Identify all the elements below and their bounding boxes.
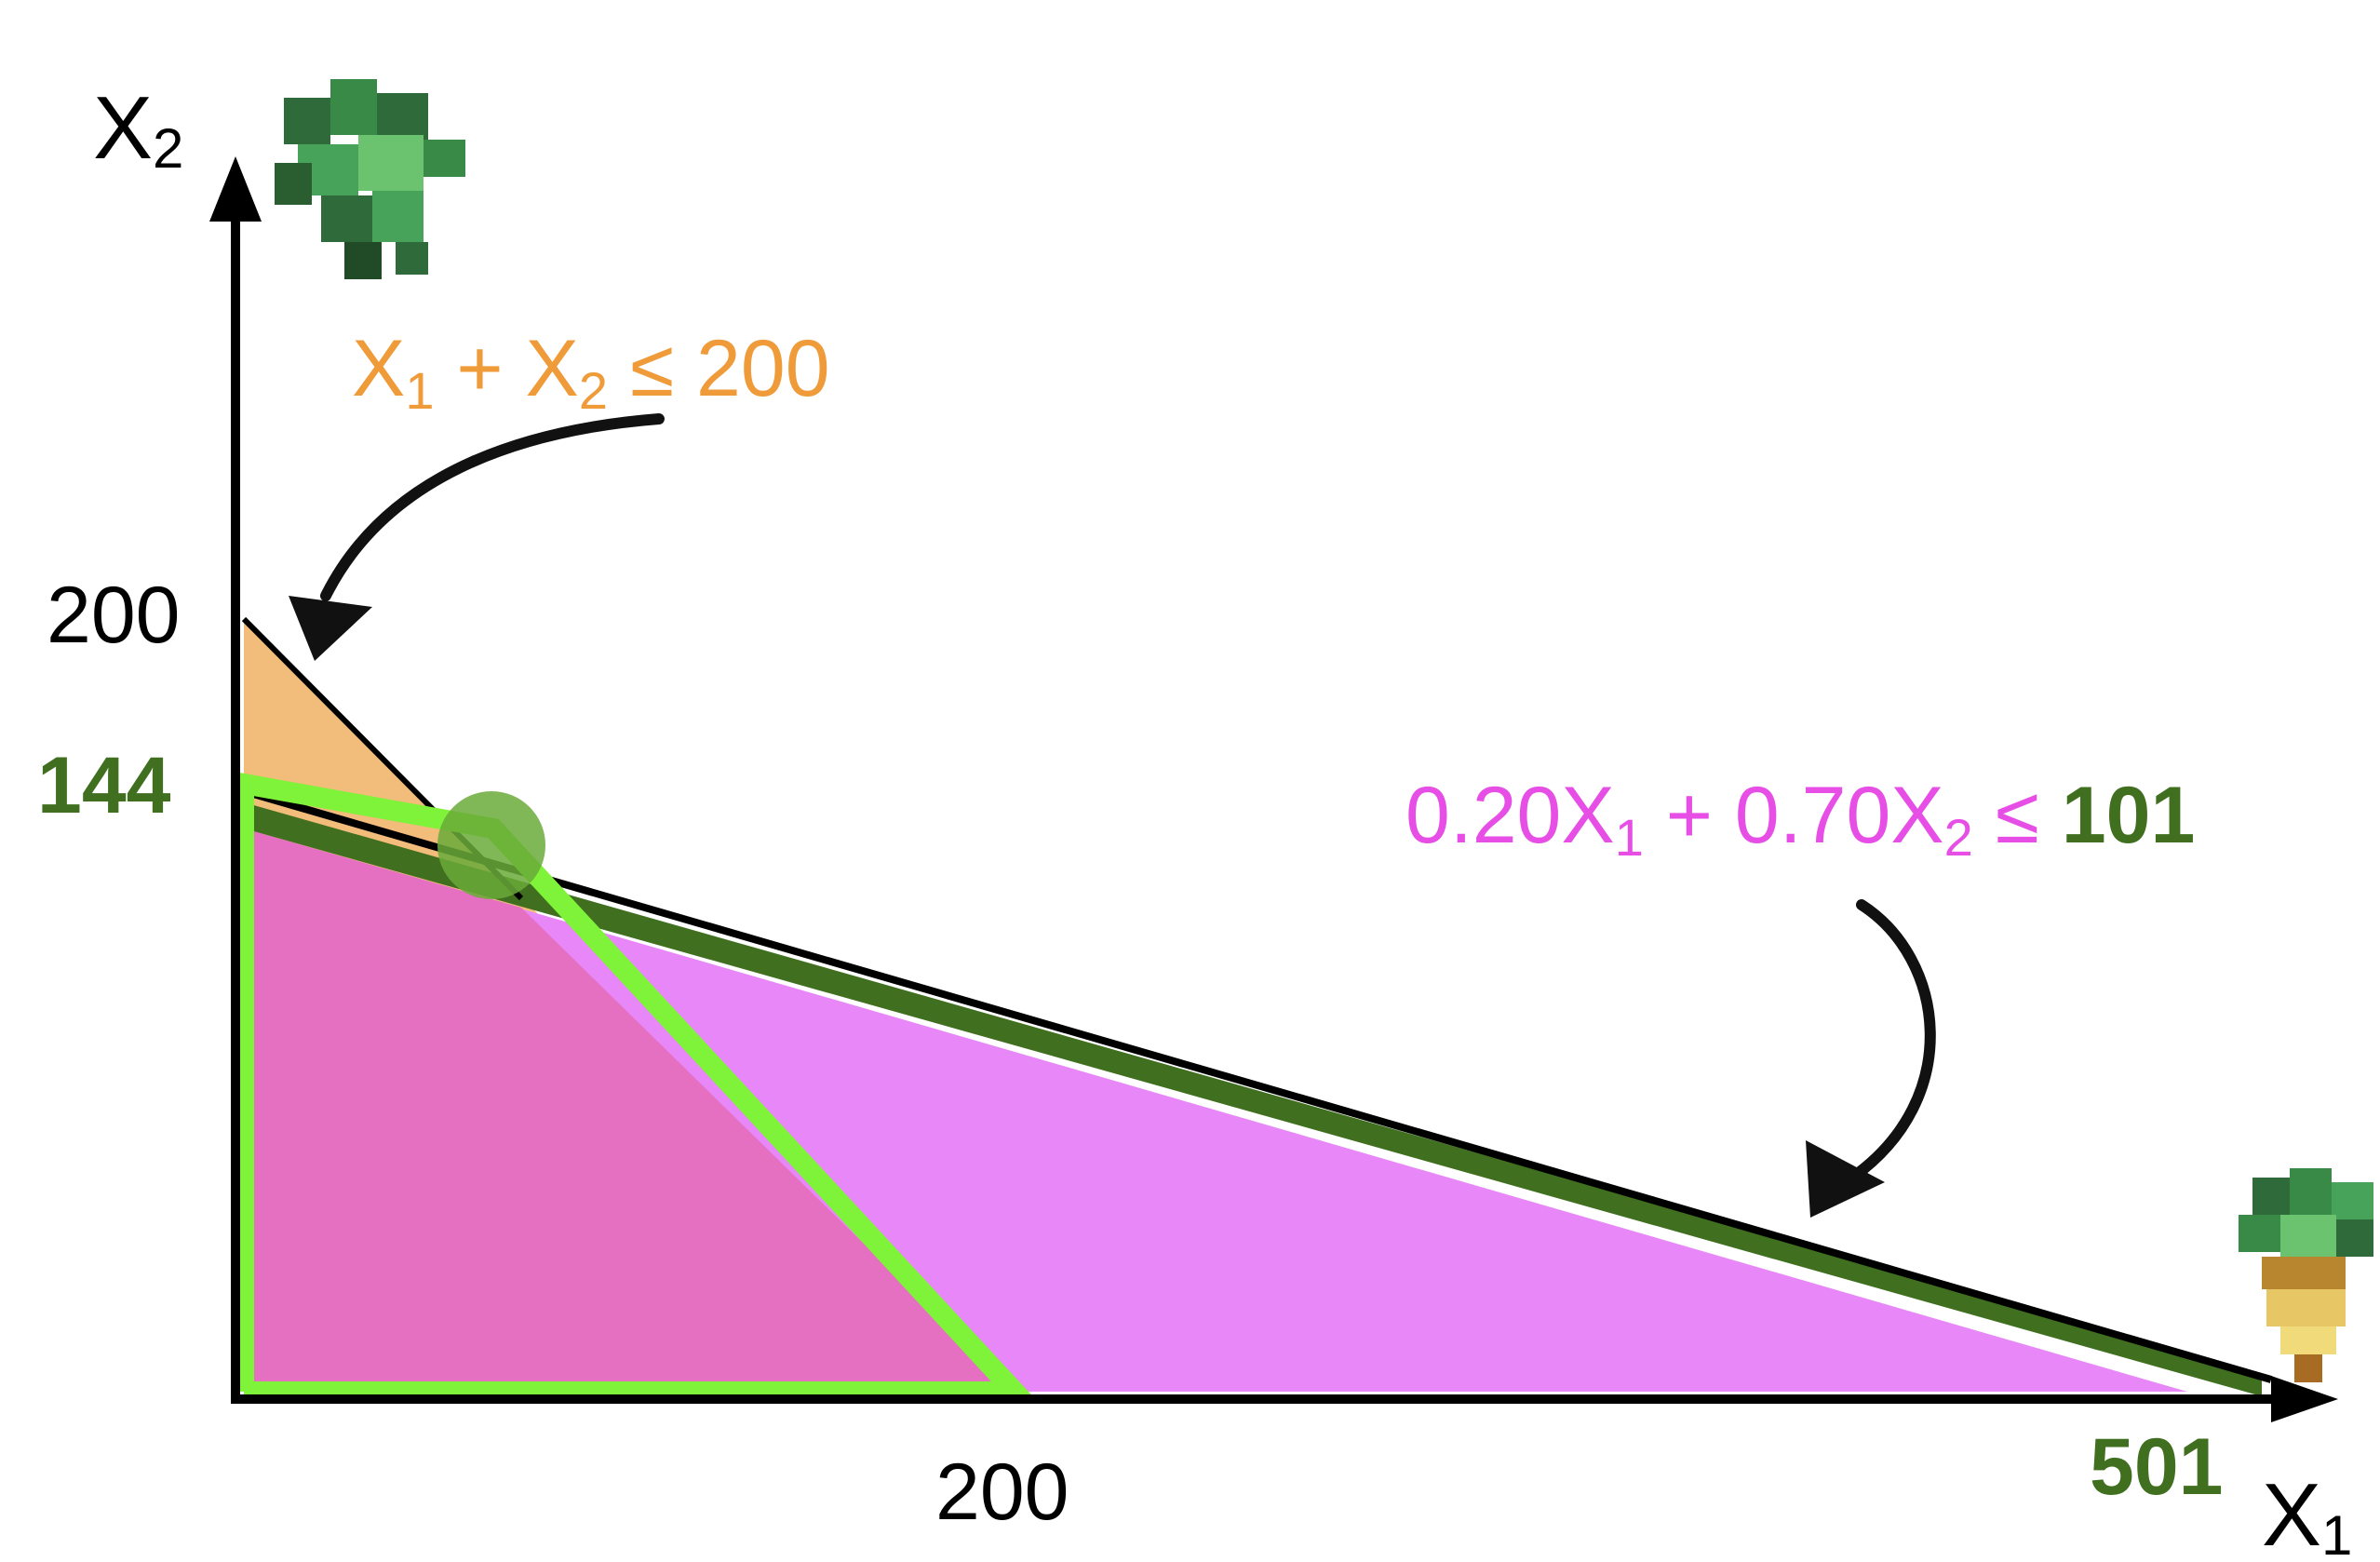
y-tick-200: 200: [47, 571, 181, 660]
orange-constraint-label: X1 + X2 ≤ 200: [352, 324, 830, 420]
pink-constraint-band: [244, 802, 2262, 1396]
leafy-crop-icon: [275, 79, 465, 279]
x-tick-200: 200: [935, 1448, 1069, 1537]
x-intercept-label: 501: [2090, 1422, 2224, 1512]
orange-constraint-arrow: [289, 413, 665, 661]
pink-constraint-label: 0.20X1 + 0.70X2 ≤ 101: [1405, 771, 2195, 867]
y-intercept-label: 144: [37, 741, 171, 830]
feasible-region-fill: [244, 828, 1015, 1392]
x-axis-arrow: [2271, 1376, 2338, 1422]
root-vegetable-icon: [2239, 1168, 2373, 1382]
pink-constraint-arrow: [1806, 899, 1936, 1218]
pink-constraint-line: [242, 788, 2273, 1383]
x-axis-label: X1: [2262, 1465, 2352, 1562]
y-axis-label: X2: [93, 78, 183, 180]
y-axis-arrow: [209, 156, 262, 222]
optimal-point: [437, 791, 545, 899]
